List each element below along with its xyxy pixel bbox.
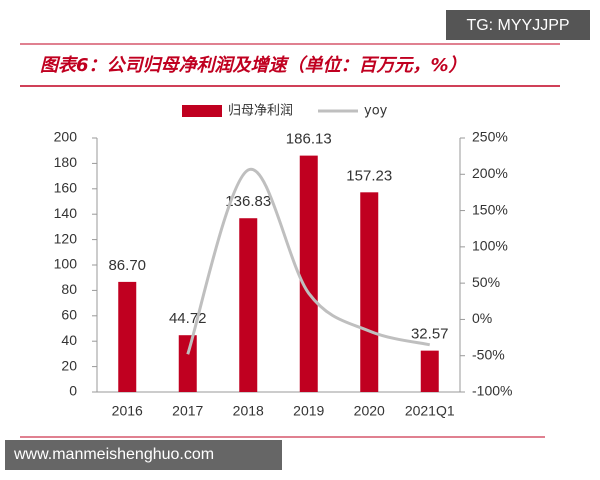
y2-tick-label: 250% <box>472 129 508 145</box>
watermark: www.manmeishenghuo.com <box>13 446 214 463</box>
data-label: 186.13 <box>286 131 332 148</box>
y2-tick-label: 200% <box>472 165 508 181</box>
y2-tick-label: -50% <box>472 346 505 362</box>
bar <box>239 218 258 392</box>
y-tick-label: 40 <box>61 332 77 348</box>
chart-title: 图表6：公司归母净利润及增速（单位：百万元，%） <box>40 55 467 76</box>
y-tick-label: 160 <box>54 180 78 196</box>
y-tick-label: 140 <box>54 205 78 221</box>
y-tick-label: 180 <box>54 154 78 170</box>
x-tick-label: 2017 <box>172 403 203 419</box>
bar <box>118 281 137 392</box>
data-label: 157.23 <box>346 167 392 184</box>
bar <box>360 192 379 392</box>
line <box>186 168 431 355</box>
bar <box>178 335 197 392</box>
y2-tick-label: 150% <box>472 201 508 217</box>
y-tick-label: 20 <box>61 357 77 373</box>
y2-tick-label: -100% <box>472 383 512 399</box>
y-tick-label: 200 <box>54 129 78 145</box>
x-tick-label: 2019 <box>293 403 324 419</box>
x-tick-label: 2018 <box>233 403 264 419</box>
legend-label: 归母净利润 <box>228 104 293 119</box>
y2-tick-label: 0% <box>472 310 492 326</box>
y-tick-label: 100 <box>54 256 78 272</box>
watermark: TG: MYYJJPP <box>466 17 569 34</box>
data-label: 136.83 <box>225 193 271 210</box>
data-label: 32.57 <box>411 326 449 343</box>
y2-tick-label: 50% <box>472 274 500 290</box>
data-label: 86.70 <box>108 257 146 274</box>
bar <box>420 350 439 392</box>
data-label: 44.72 <box>169 310 207 327</box>
watermark-box <box>446 10 590 40</box>
x-tick-label: 2016 <box>112 403 143 419</box>
legend-swatch <box>182 105 222 117</box>
legend-label: yoy <box>364 104 388 119</box>
x-tick-label: 2020 <box>354 403 385 419</box>
y-tick-label: 0 <box>69 383 77 399</box>
bar <box>299 155 318 392</box>
watermark-box <box>5 440 282 470</box>
y2-tick-label: 100% <box>472 238 508 254</box>
y-tick-label: 120 <box>54 230 78 246</box>
y-tick-label: 60 <box>61 307 77 323</box>
y-tick-label: 80 <box>61 281 77 297</box>
x-tick-label: 2021Q1 <box>405 403 455 419</box>
